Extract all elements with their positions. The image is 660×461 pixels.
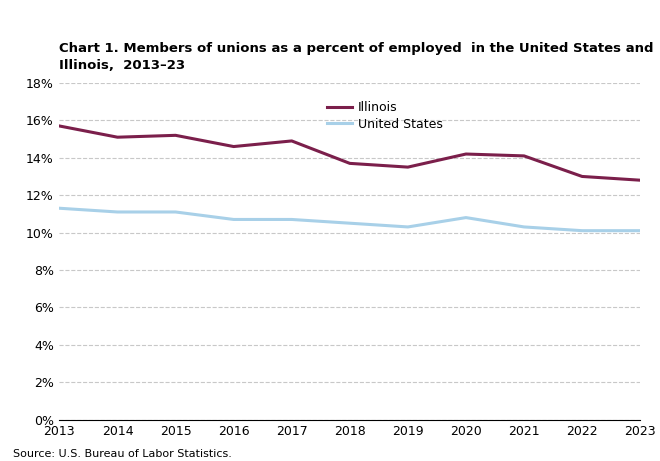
Illinois (288, 138, 296, 144)
United States (230, 217, 238, 222)
Illinois (462, 151, 470, 157)
United States (288, 217, 296, 222)
Text: Source: U.S. Bureau of Labor Statistics.: Source: U.S. Bureau of Labor Statistics. (13, 449, 232, 459)
Illinois (636, 177, 644, 183)
Illinois (172, 133, 180, 138)
United States (636, 228, 644, 233)
Text: Chart 1. Members of unions as a percent of employed  in the United States and
Il: Chart 1. Members of unions as a percent … (59, 42, 654, 72)
United States (520, 224, 528, 230)
United States (404, 224, 412, 230)
Line: Illinois: Illinois (59, 126, 640, 180)
Illinois (404, 165, 412, 170)
United States (55, 206, 63, 211)
Illinois (114, 135, 121, 140)
United States (114, 209, 121, 215)
United States (172, 209, 180, 215)
Illinois (520, 153, 528, 159)
United States (346, 220, 354, 226)
Legend: Illinois, United States: Illinois, United States (322, 96, 448, 136)
Illinois (578, 174, 586, 179)
Illinois (55, 123, 63, 129)
Illinois (230, 144, 238, 149)
Line: United States: United States (59, 208, 640, 230)
United States (578, 228, 586, 233)
Illinois (346, 160, 354, 166)
United States (462, 215, 470, 220)
